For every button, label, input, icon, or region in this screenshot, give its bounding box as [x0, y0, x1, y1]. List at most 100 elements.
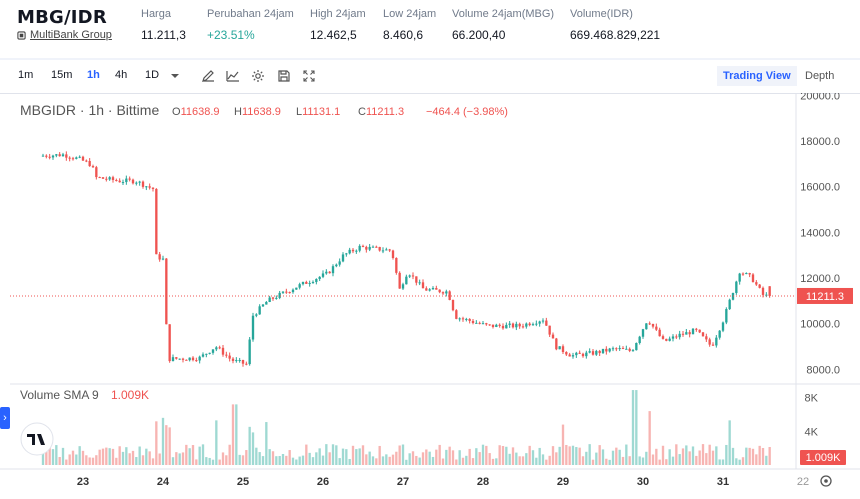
chart-panel: 1m 15m 1h 4h 1D Trading View Depth 8000.… [0, 60, 860, 499]
candle-body [81, 156, 85, 161]
candle-body [621, 348, 625, 350]
volume-bar [618, 449, 621, 465]
candle-body [475, 322, 478, 324]
candle-body [255, 314, 258, 316]
time-tick-label: 28 [477, 476, 489, 488]
candle-body [398, 272, 401, 289]
volume-bar [508, 453, 511, 465]
candle-body [108, 177, 111, 180]
indicators-icon[interactable] [225, 68, 241, 84]
volume-bar [371, 456, 375, 465]
volume-bar [81, 450, 85, 465]
candle-body [231, 358, 235, 361]
candle-body [548, 325, 551, 335]
candle-body [65, 154, 68, 158]
time-tick-label: 27 [397, 476, 409, 488]
volume-bar [498, 445, 501, 465]
candle-body [508, 323, 511, 325]
volume-bar [285, 455, 288, 465]
volume-bar [538, 447, 541, 465]
price-tick-label: 8000.0 [806, 364, 840, 376]
volume-bar [91, 457, 95, 465]
interval-15m[interactable]: 15m [51, 69, 73, 81]
volume-bar [548, 455, 551, 465]
time-tick-label: 25 [237, 476, 249, 488]
candle-body [628, 348, 631, 351]
candle-body [278, 292, 281, 298]
stat-label: Volume(IDR) [570, 8, 633, 20]
candle-body [445, 291, 448, 294]
volume-bar [658, 459, 661, 465]
stat-value: +23.51% [207, 28, 255, 42]
volume-bar [251, 432, 255, 465]
volume-bar [155, 421, 158, 465]
candle-body [58, 154, 61, 157]
volume-bar [131, 450, 135, 465]
settings-icon[interactable] [250, 68, 266, 84]
candle-body [55, 154, 58, 156]
volume-bar [518, 456, 521, 465]
interval-4h[interactable]: 4h [115, 69, 128, 81]
volume-bar [568, 446, 571, 465]
volume-bar [721, 459, 725, 465]
volume-bar [258, 452, 261, 465]
candle-body [331, 266, 335, 274]
candle-body [528, 323, 531, 326]
candle-body [181, 358, 185, 360]
candle-body [305, 281, 308, 284]
volume-bar [608, 459, 611, 465]
interval-1m[interactable]: 1m [18, 69, 34, 81]
volume-bar [751, 448, 755, 465]
issuer-name: MultiBank Group [30, 29, 112, 41]
volume-bar [768, 447, 771, 465]
candle-body [411, 275, 415, 277]
volume-bar [98, 449, 101, 465]
candle-body [351, 249, 355, 252]
volume-bar [491, 458, 495, 465]
stat-value: 669.468.829,221 [570, 28, 661, 42]
candle-body [738, 273, 741, 282]
candle-body [615, 348, 618, 350]
candle-body [85, 160, 88, 162]
stat-label: Harga [141, 8, 171, 20]
stat-label: Perubahan 24jam [207, 8, 294, 20]
volume-bar [195, 459, 198, 465]
trading-view-button[interactable]: Trading View [717, 66, 797, 86]
save-icon[interactable] [276, 68, 292, 84]
fullscreen-icon[interactable] [301, 68, 317, 84]
interval-1h[interactable]: 1h [87, 69, 100, 81]
volume-bar [188, 448, 191, 465]
candle-body [758, 284, 761, 288]
volume-bar [85, 455, 88, 465]
candle-body [318, 276, 321, 280]
issuer-link[interactable]: MultiBank Group [17, 29, 112, 41]
candle-body [655, 326, 658, 330]
candle-body [698, 329, 701, 333]
candle-body [675, 336, 678, 338]
interval-1d[interactable]: 1D [145, 69, 160, 81]
interval-dropdown-icon[interactable] [167, 68, 183, 84]
volume-bar [241, 455, 245, 465]
candle-body [538, 321, 541, 324]
candle-body [165, 258, 168, 325]
candle-body [268, 297, 271, 302]
volume-bar [338, 458, 341, 465]
volume-bar [105, 447, 108, 465]
candle-body [355, 250, 358, 252]
volume-bar [428, 451, 431, 465]
price-chart[interactable]: 8000.0 10000.0 12000.0 14000.0 16000.0 18000.… [0, 93, 860, 499]
candle-body [605, 348, 608, 352]
volume-bar [215, 420, 218, 465]
volume-bar [661, 445, 665, 465]
candle-body [105, 178, 108, 180]
stat-label: Low 24jam [383, 8, 437, 20]
candle-body [638, 336, 641, 344]
candle-body [618, 348, 621, 350]
stat-value: 11.211,3 [141, 28, 186, 42]
draw-icon[interactable] [200, 68, 216, 84]
stat-label: High 24jam [310, 8, 366, 20]
candle-body [121, 182, 125, 184]
depth-button[interactable]: Depth [805, 70, 835, 82]
volume-bar [488, 453, 491, 465]
candle-body [498, 324, 501, 326]
